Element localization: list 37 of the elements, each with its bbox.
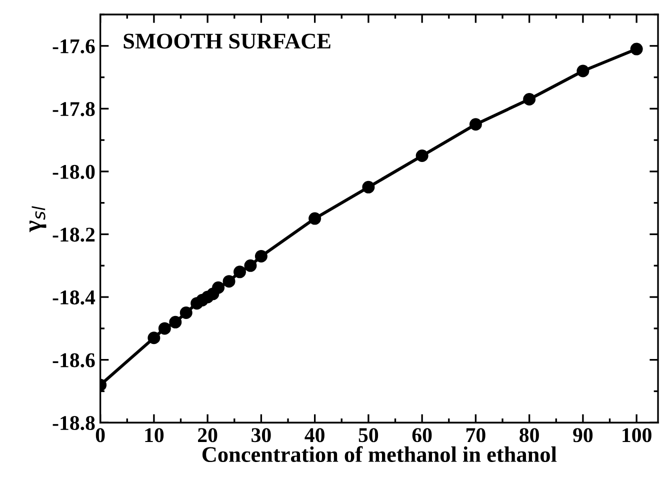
x-tick-label: 100	[622, 428, 652, 442]
x-tick-label: 90	[573, 428, 593, 442]
point	[416, 150, 428, 162]
y-tick-label: -17.6	[52, 39, 95, 54]
y-tick-label: -17.8	[52, 102, 95, 116]
point	[244, 259, 257, 272]
y-tick-label: -18.0	[52, 164, 95, 179]
y-tick-label: -18.2	[52, 228, 95, 242]
point	[212, 281, 225, 294]
x-tick-label: 50	[358, 428, 378, 442]
point	[523, 93, 536, 106]
y-axis-title: γ$_{sl}$	[30, 206, 46, 232]
y-tick-label: -18.8	[52, 416, 95, 430]
x-axis-title: Concentration of methanol in ethanol	[202, 446, 557, 462]
point	[469, 118, 482, 131]
point	[233, 266, 246, 278]
point	[148, 332, 160, 344]
x-tick-label: 80	[520, 428, 539, 442]
x-tick-label: 20	[198, 428, 218, 442]
point	[630, 42, 643, 56]
point	[362, 180, 375, 194]
x-tick-label: 30	[252, 428, 271, 442]
x-tick-label: 70	[466, 428, 486, 442]
x-tick-label: 40	[304, 428, 324, 442]
x-tick-label: 0	[96, 428, 105, 442]
point	[158, 322, 171, 335]
point	[254, 250, 268, 262]
annotation: SMOOTH SURFACE	[124, 34, 330, 49]
point	[222, 275, 236, 288]
point	[169, 316, 182, 328]
y-tick-label: -18.6	[52, 353, 95, 368]
point	[180, 306, 192, 319]
point	[576, 64, 590, 78]
y-tick-label: -18.4	[52, 290, 96, 305]
x-tick-label: 60	[412, 428, 432, 442]
x-tick-label: 10	[145, 428, 164, 442]
point	[308, 212, 322, 225]
